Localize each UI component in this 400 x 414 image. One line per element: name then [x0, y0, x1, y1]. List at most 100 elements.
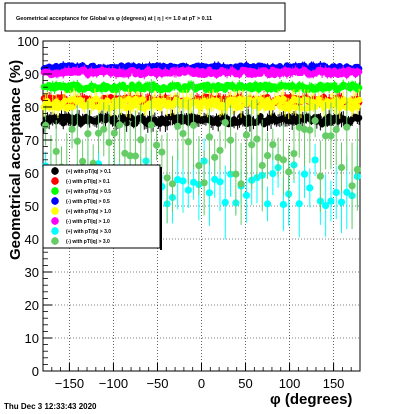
data-point	[221, 198, 229, 207]
data-point	[195, 161, 203, 170]
data-point	[258, 161, 266, 170]
x-tick-label: −100	[99, 376, 128, 391]
data-point	[42, 121, 50, 130]
data-point	[343, 123, 351, 131]
data-point	[131, 152, 140, 160]
data-point	[306, 184, 314, 192]
legend-marker	[51, 187, 59, 195]
legend-entry: (-) with pT/|q| > 0.5	[51, 197, 110, 205]
legend-label: (-) with pT/|q| > 1.0	[66, 219, 110, 225]
data-point	[290, 149, 298, 158]
data-point	[68, 125, 76, 133]
data-point	[355, 114, 363, 122]
data-point	[105, 138, 113, 147]
data-point	[204, 81, 211, 88]
data-point	[110, 129, 118, 137]
data-point	[100, 125, 108, 133]
data-point	[353, 165, 361, 174]
legend-label: (+) with pT/|q| > 0.5	[66, 189, 111, 195]
data-point	[355, 84, 363, 91]
chart-title: Geometrical acceptance for Global vs φ (…	[16, 16, 212, 22]
data-point	[152, 141, 161, 149]
axis-ticks: −150 −100 −50 0 50 100 150 0 10 20 30 40 50 60 70 80 90 1…	[17, 34, 361, 391]
data-point	[269, 170, 277, 178]
data-point	[300, 125, 309, 133]
legend-label: (-) with pT/|q| > 3.0	[66, 239, 110, 245]
series-5	[40, 64, 363, 80]
data-point	[311, 156, 319, 164]
y-tick-label: 0	[32, 364, 39, 379]
y-tick-label: 50	[25, 199, 39, 214]
legend-marker	[51, 177, 59, 185]
data-point	[311, 117, 319, 125]
legend-label: (-) with pT/|q| > 0.1	[66, 179, 110, 185]
data-point	[158, 148, 166, 156]
x-tick-label: 100	[279, 376, 301, 391]
y-tick-label: 30	[25, 265, 39, 280]
x-tick-label: −50	[146, 376, 168, 391]
data-point	[205, 133, 214, 141]
data-point	[221, 119, 229, 127]
data-point	[279, 200, 287, 209]
y-tick-label: 100	[17, 34, 39, 49]
data-point	[337, 198, 346, 206]
data-point	[263, 152, 272, 160]
data-point	[306, 126, 314, 134]
data-point	[79, 157, 87, 166]
legend-shadow	[160, 167, 162, 250]
data-point	[300, 170, 309, 178]
data-point	[184, 186, 192, 194]
legend-marker	[51, 207, 59, 215]
data-point	[139, 96, 146, 103]
data-point	[216, 146, 224, 154]
x-tick-label: 0	[198, 376, 205, 391]
data-point	[242, 191, 251, 199]
data-point	[205, 189, 214, 197]
data-point	[184, 138, 192, 146]
data-point	[327, 132, 335, 140]
data-point	[355, 96, 363, 104]
data-point	[84, 130, 92, 138]
data-point	[94, 129, 103, 137]
title-box	[4, 2, 286, 32]
legend-entry: (+) with pT/|q| > 0.5	[51, 187, 111, 195]
legend-label: (+) with pT/|q| > 1.0	[66, 209, 111, 215]
data-point	[61, 97, 69, 104]
data-point	[216, 178, 224, 186]
legend-box	[42, 164, 161, 249]
data-point	[163, 119, 171, 127]
legend: (+) with pT/|q| > 0.1 (-) with pT/|q| > 0…	[42, 164, 162, 250]
y-tick-label: 80	[25, 100, 39, 115]
data-point	[355, 68, 363, 76]
data-point	[189, 121, 198, 129]
data-point	[322, 132, 330, 140]
data-point	[179, 129, 187, 138]
data-point	[332, 125, 340, 134]
data-point	[73, 137, 81, 145]
data-point	[295, 200, 303, 208]
legend-label: (-) with pT/|q| > 0.5	[66, 199, 110, 205]
legend-marker	[51, 237, 59, 245]
data-point	[322, 201, 330, 210]
data-point	[174, 122, 182, 130]
data-point	[327, 197, 335, 205]
y-tick-label: 90	[25, 67, 39, 82]
x-axis-label: φ (degrees)	[270, 391, 352, 408]
data-point	[168, 180, 177, 188]
data-point	[337, 163, 346, 172]
legend-entry: (-) with pT/|q| > 1.0	[51, 217, 110, 225]
data-point	[316, 172, 324, 180]
data-point	[285, 168, 293, 176]
data-point	[126, 152, 134, 160]
y-tick-label: 70	[25, 133, 39, 148]
legend-marker	[51, 217, 59, 225]
y-axis-label: Geometrical acceptance (%)	[7, 60, 24, 260]
data-point	[137, 136, 145, 144]
data-point	[200, 179, 208, 187]
legend-marker	[51, 197, 59, 205]
legend-entry: (+) with pT/|q| > 3.0	[51, 227, 111, 235]
y-tick-label: 10	[25, 331, 39, 346]
y-tick-label: 20	[25, 298, 39, 313]
legend-marker	[51, 227, 59, 235]
